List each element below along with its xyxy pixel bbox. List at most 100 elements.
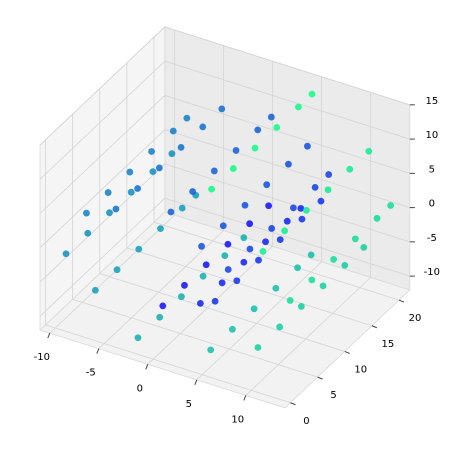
point xyxy=(219,222,227,230)
grid-line xyxy=(164,163,410,243)
point xyxy=(91,286,99,294)
x-tick xyxy=(194,379,198,386)
grid-line xyxy=(164,60,410,140)
point xyxy=(155,164,163,172)
point xyxy=(167,208,175,216)
z-tick-label: 0 xyxy=(429,199,435,210)
point xyxy=(263,181,271,189)
point xyxy=(210,167,218,175)
grid-line xyxy=(39,60,166,180)
point xyxy=(157,225,164,233)
grid-line xyxy=(39,129,166,249)
point xyxy=(199,123,207,131)
point xyxy=(229,325,236,333)
x-tick-label: 10 xyxy=(231,414,244,425)
point xyxy=(168,150,176,158)
point xyxy=(183,114,191,122)
point xyxy=(211,297,219,305)
point xyxy=(169,127,177,135)
z-tick-label: -10 xyxy=(424,267,440,278)
point xyxy=(224,266,232,273)
y-tick xyxy=(290,402,296,406)
point xyxy=(126,168,134,176)
point xyxy=(207,346,215,354)
point xyxy=(297,303,305,310)
point xyxy=(159,302,167,310)
grid-line xyxy=(99,273,345,352)
point xyxy=(246,220,254,228)
y-tick xyxy=(398,299,405,303)
point xyxy=(308,276,316,284)
point xyxy=(304,142,311,150)
point xyxy=(387,202,394,209)
point xyxy=(156,313,164,321)
z-tick-label: 5 xyxy=(429,164,435,175)
point xyxy=(267,113,275,121)
x-tick-label: -10 xyxy=(34,352,50,363)
point xyxy=(319,282,327,290)
point xyxy=(325,171,333,178)
grid-line xyxy=(72,298,318,378)
point xyxy=(283,217,291,225)
point xyxy=(106,209,113,217)
point xyxy=(298,215,306,223)
point xyxy=(295,103,302,111)
y-tick-label: 15 xyxy=(381,339,394,350)
point xyxy=(254,126,262,134)
grid-line xyxy=(45,324,291,404)
point xyxy=(208,185,215,193)
point xyxy=(127,188,135,196)
point xyxy=(341,261,349,269)
point xyxy=(221,252,229,260)
x-tick xyxy=(96,348,100,354)
point xyxy=(149,168,157,176)
grid-line xyxy=(126,247,372,327)
grid-line xyxy=(164,129,410,208)
grid-line xyxy=(196,261,322,381)
grid-line xyxy=(39,95,166,214)
point xyxy=(351,235,359,243)
point xyxy=(134,334,142,342)
point xyxy=(83,209,90,217)
grid-line xyxy=(39,163,166,283)
point xyxy=(286,297,294,304)
point xyxy=(251,144,259,152)
point xyxy=(360,243,368,251)
point xyxy=(233,277,241,285)
point xyxy=(262,238,269,246)
grid-line xyxy=(98,230,224,349)
point xyxy=(181,281,188,289)
grid-line xyxy=(164,197,410,277)
point xyxy=(254,344,262,351)
point xyxy=(232,147,240,154)
y-tick xyxy=(317,376,323,380)
grid-line xyxy=(164,26,410,106)
point xyxy=(113,266,121,274)
y-tick-label: 10 xyxy=(354,364,367,375)
y-tick xyxy=(371,325,378,329)
grid-line xyxy=(245,277,371,396)
point xyxy=(135,245,143,253)
point xyxy=(177,143,185,151)
point xyxy=(224,240,232,248)
x-tick xyxy=(243,395,247,401)
point xyxy=(148,148,155,155)
point xyxy=(259,247,267,255)
grid-line xyxy=(147,245,273,365)
z-tick-label: -5 xyxy=(427,233,437,244)
x-tick-label: -5 xyxy=(86,368,96,379)
point xyxy=(198,242,205,250)
point xyxy=(178,204,186,212)
point xyxy=(265,202,273,210)
point xyxy=(308,90,316,98)
point xyxy=(250,305,258,313)
point xyxy=(241,201,249,209)
point xyxy=(134,185,142,192)
point xyxy=(104,189,112,196)
point xyxy=(218,279,226,287)
y-tick-label: 5 xyxy=(330,390,336,401)
point xyxy=(202,261,210,269)
point xyxy=(285,160,292,168)
point xyxy=(373,214,381,222)
